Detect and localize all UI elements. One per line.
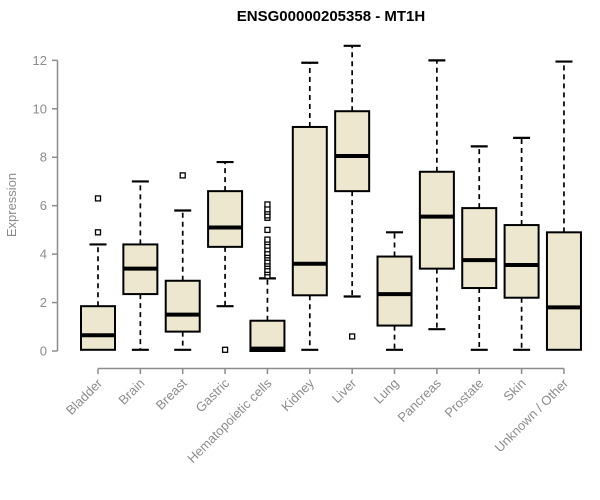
x-tick-label-unknown-other: Unknown / Other <box>491 375 571 455</box>
outlier-point <box>94 229 102 236</box>
box-hematopoietic-cells <box>249 201 286 353</box>
chart-title: ENSG00000205358 - MT1H <box>237 8 425 25</box>
x-tick-label-breast: Breast <box>153 375 190 412</box>
x-tick-label-brain: Brain <box>115 376 147 408</box>
y-tick-label: 10 <box>33 101 47 116</box>
box-breast <box>164 172 201 351</box>
outlier-point <box>264 226 271 234</box>
box-liver <box>334 44 371 340</box>
x-tick-label-kidney: Kidney <box>278 375 317 414</box>
y-axis-label: Expression <box>4 173 19 237</box>
iqr-box <box>164 279 201 333</box>
box-unknown-other <box>545 60 582 351</box>
x-tick-label-gastric: Gastric <box>192 375 232 415</box>
box-brain <box>122 180 159 351</box>
outlier-point <box>349 333 356 340</box>
plot-area: 0 2 4 6 8 10 12 Bladder Brain Breast GastricHemato… <box>33 44 582 466</box>
box-lung <box>376 231 413 351</box>
y-tick-label: 6 <box>40 198 47 213</box>
x-tick-label-skin: Skin <box>500 376 528 404</box>
y-tick-label: 4 <box>40 247 47 262</box>
iqr-box <box>80 305 116 351</box>
outlier-point <box>264 201 271 208</box>
iqr-box <box>249 319 286 353</box>
outlier-point <box>94 195 102 202</box>
x-tick-label-pancreas: Pancreas <box>395 375 445 425</box>
x-tick-label-lung: Lung <box>371 376 402 407</box>
outlier-point <box>221 346 229 353</box>
y-tick-label: 8 <box>40 150 47 165</box>
box-pancreas <box>418 59 455 331</box>
iqr-box <box>418 170 455 270</box>
y-tick-label: 2 <box>40 295 47 310</box>
box-prostate <box>461 145 498 351</box>
outlier-point <box>264 236 271 243</box>
x-tick-label-liver: Liver <box>329 375 360 406</box>
x-tick-label-prostate: Prostate <box>442 376 487 421</box>
x-tick-label-hematopoietic-cells: Hematopoietic cells <box>184 375 275 466</box>
box-gastric <box>207 160 244 353</box>
x-tick-label-bladder: Bladder <box>63 375 106 418</box>
y-axis: 0 2 4 6 8 10 12 <box>33 53 59 359</box>
box-kidney <box>291 61 328 351</box>
iqr-box <box>334 110 371 193</box>
y-tick-label: 0 <box>40 344 47 359</box>
iqr-box <box>503 224 540 299</box>
box-skin <box>503 136 540 351</box>
y-tick-label: 12 <box>33 53 47 68</box>
box-bladder <box>80 195 116 351</box>
outlier-point <box>179 172 186 179</box>
iqr-box <box>376 255 413 327</box>
iqr-box <box>545 231 582 351</box>
iqr-box <box>461 207 498 290</box>
iqr-box <box>207 190 244 248</box>
iqr-box <box>291 125 328 297</box>
